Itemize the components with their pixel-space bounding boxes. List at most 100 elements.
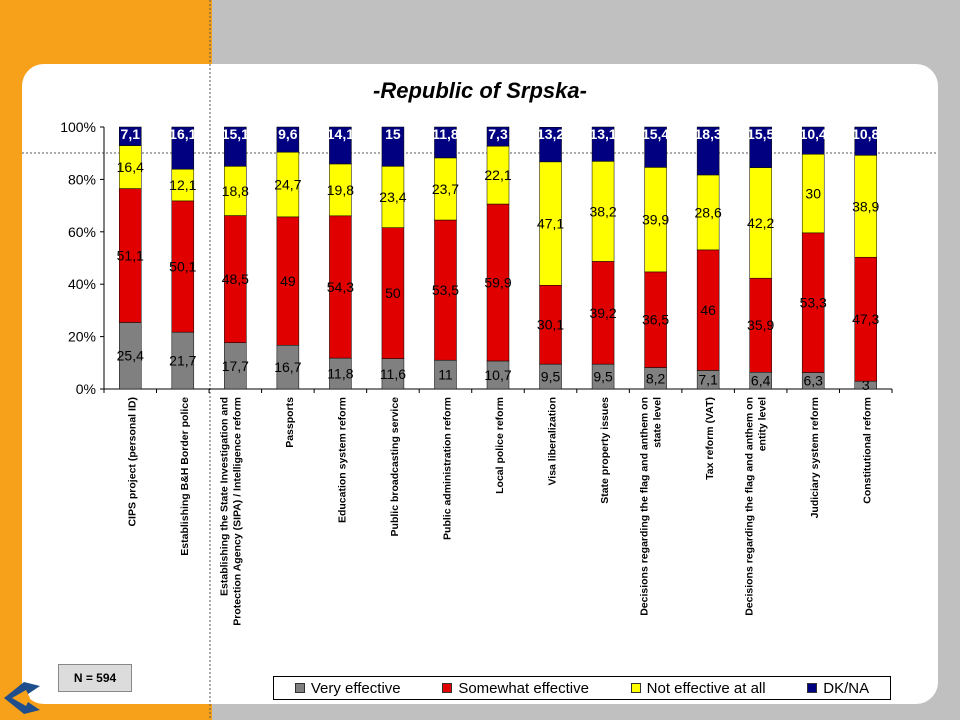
data-label: 30,1 xyxy=(537,317,564,333)
bar-segment xyxy=(329,126,352,165)
legend-label: Somewhat effective xyxy=(458,679,589,697)
x-category-label: Tax reform (VAT) xyxy=(704,397,716,480)
x-category-label: Local police reform xyxy=(494,397,506,494)
data-label: 50 xyxy=(385,285,401,301)
legend-swatch-very-effective xyxy=(294,683,305,693)
x-category-label-line: state level xyxy=(652,397,664,448)
x-category-label-line: Protection Agency (SIPA) / Intelligence … xyxy=(231,397,243,626)
data-label: 3 xyxy=(862,377,870,393)
legend-label: DK/NA xyxy=(823,679,870,697)
data-label: 6,3 xyxy=(803,373,823,389)
legend-swatch-not-effective xyxy=(630,683,641,693)
data-label: 51,1 xyxy=(117,248,144,264)
legend-label: Very effective xyxy=(310,679,401,697)
data-label: 18,8 xyxy=(222,183,249,199)
data-label: 46 xyxy=(700,302,716,318)
data-label: 59,9 xyxy=(484,274,511,290)
x-category-label-line: Education system reform xyxy=(336,397,348,523)
data-label: 30 xyxy=(805,186,821,202)
legend-item-very-effective: Very effective xyxy=(294,679,401,697)
x-category-label: Public broadcasting service xyxy=(389,397,401,537)
data-label: 17,7 xyxy=(222,358,249,374)
data-label: 11 xyxy=(438,367,453,383)
bar-segment xyxy=(591,126,615,162)
legend-item-dkna: DK/NA xyxy=(807,680,869,697)
data-label: 47,1 xyxy=(537,216,564,232)
x-category-label: Public administration reform xyxy=(441,397,453,540)
data-label: 7,1 xyxy=(698,372,718,388)
x-category-label-line: Constitutional reform xyxy=(862,397,874,504)
x-category-label-line: Visa liberalization xyxy=(547,397,559,486)
data-label: 39,9 xyxy=(642,212,669,228)
x-category-label-line: CIPS project (personal ID) xyxy=(126,397,138,527)
data-label: 13,2 xyxy=(537,126,564,142)
data-label: 10,7 xyxy=(484,367,511,383)
data-label: 13,1 xyxy=(589,126,616,142)
y-tick-label: 80% xyxy=(68,171,96,187)
legend-swatch-dkna xyxy=(807,683,818,693)
x-category-label-line: Public broadcasting service xyxy=(389,397,401,537)
data-label: 15,4 xyxy=(642,126,669,142)
legend-label: Not effective at all xyxy=(646,679,766,697)
bar-segment xyxy=(644,126,667,168)
bar-segment xyxy=(801,126,825,155)
bar-segment xyxy=(434,126,457,159)
x-category-label-line: Local police reform xyxy=(494,397,506,494)
data-label: 42,2 xyxy=(747,215,774,231)
data-label: 38,9 xyxy=(852,198,879,214)
data-label: 14,1 xyxy=(327,126,354,142)
data-label: 47,3 xyxy=(852,311,879,327)
data-label: 19,8 xyxy=(327,182,354,198)
x-category-label: Establishing the State Investigation and… xyxy=(218,397,243,626)
bar-segment xyxy=(539,127,562,163)
y-tick-label: 20% xyxy=(68,329,96,345)
bar-segment xyxy=(171,126,195,170)
data-label: 35,9 xyxy=(747,317,774,333)
x-category-label-line: Decisions regarding the flag and anthem … xyxy=(639,397,651,616)
data-label: 25,4 xyxy=(117,348,144,364)
data-label: 21,7 xyxy=(169,353,196,369)
x-category-label-line: Establishing the State Investigation and xyxy=(218,397,230,596)
x-category-label: Decisions regarding the flag and anthem … xyxy=(639,397,664,616)
x-category-label: Decisions regarding the flag and anthem … xyxy=(744,397,769,616)
data-label: 8,2 xyxy=(646,370,666,386)
bar-segment xyxy=(854,126,877,156)
data-label: 7,3 xyxy=(488,126,508,142)
bar-segment xyxy=(119,126,142,146)
data-label: 15,5 xyxy=(747,126,774,142)
x-category-label-line: Passports xyxy=(284,397,296,448)
data-label: 9,5 xyxy=(593,369,613,385)
x-category-label-line: Judiciary system reform xyxy=(809,397,821,518)
data-label: 11,6 xyxy=(380,366,406,382)
data-label: 28,6 xyxy=(695,204,722,220)
y-tick-label: 100% xyxy=(60,119,96,135)
data-label: 11,8 xyxy=(327,366,353,382)
legend: Very effective Somewhat effective Not ef… xyxy=(273,676,891,700)
data-label: 9,5 xyxy=(541,369,561,385)
data-label: 16,1 xyxy=(169,126,196,142)
y-tick-label: 40% xyxy=(68,276,96,292)
data-label: 53,3 xyxy=(800,295,827,311)
x-category-label: Judiciary system reform xyxy=(809,397,821,518)
data-label: 15 xyxy=(385,126,401,142)
x-category-label-line: entity level xyxy=(757,397,769,451)
x-category-label-line: Public administration reform xyxy=(441,397,453,540)
data-label: 53,5 xyxy=(432,282,459,298)
data-label: 9,6 xyxy=(278,126,298,142)
x-category-label-line: State property issues xyxy=(599,397,611,504)
data-label: 16,7 xyxy=(274,359,301,375)
bar-segment xyxy=(486,126,510,147)
x-category-label: Passports xyxy=(284,397,296,448)
x-category-label: Establishing B&H Border police xyxy=(179,397,191,556)
data-label: 39,2 xyxy=(589,305,616,321)
data-label: 11,8 xyxy=(432,126,459,142)
legend-swatch-somewhat-effective xyxy=(442,683,453,693)
data-label: 48,5 xyxy=(222,271,249,287)
data-label: 16,4 xyxy=(117,159,144,175)
x-category-label: CIPS project (personal ID) xyxy=(126,397,138,527)
data-label: 54,3 xyxy=(327,279,354,295)
data-label: 23,7 xyxy=(432,181,459,197)
data-label: 50,1 xyxy=(169,259,196,275)
x-category-label: State property issues xyxy=(599,397,611,504)
